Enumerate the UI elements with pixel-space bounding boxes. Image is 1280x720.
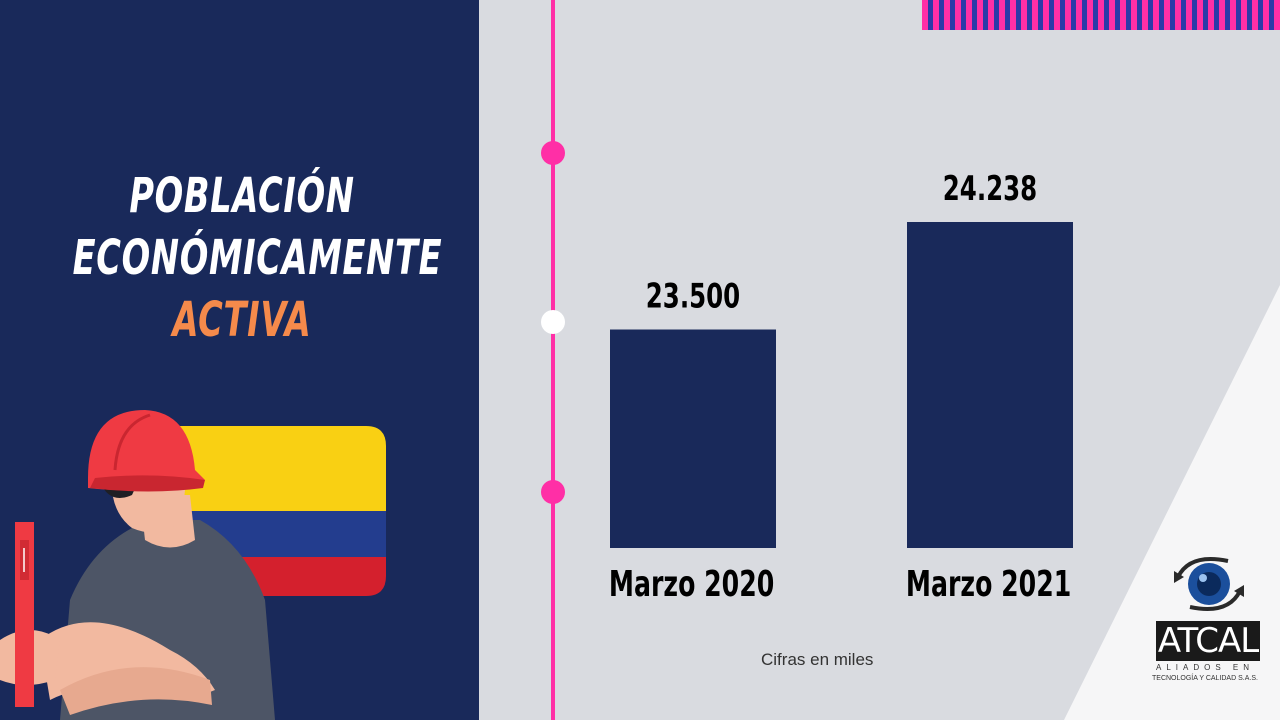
bar (907, 222, 1073, 548)
logo-wordmark: ATCAL (1156, 621, 1260, 661)
category-label: Marzo 2020 (609, 564, 774, 606)
category-label: Marzo 2021 (906, 564, 1071, 606)
logo-tagline-2: TECNOLOGÍA Y CALIDAD S.A.S. (1152, 675, 1258, 682)
worker-flag-illustration (0, 410, 386, 720)
data-label: 23.500 (646, 277, 740, 316)
worker-icon (0, 410, 275, 720)
decorative-stripes (922, 0, 1280, 30)
bar (610, 329, 776, 548)
timeline-dot (541, 310, 565, 334)
bar-chart: 23.500 Marzo 2020 24.238 Marzo 2021 (609, 169, 1073, 606)
chart-note: Cifras en miles (761, 650, 874, 669)
timeline-dot (541, 141, 565, 165)
title-line-3: ACTIVA (172, 292, 312, 348)
chart-panel: 23.500 Marzo 2020 24.238 Marzo 2021 Cifras … (479, 0, 1280, 720)
logo-tagline-1: ALIADOS EN (1156, 663, 1255, 672)
timeline-dot (541, 480, 565, 504)
data-label: 24.238 (943, 169, 1037, 208)
timeline-line (551, 0, 555, 720)
corner-shape (1064, 285, 1280, 720)
title-line-2: ECONÓMICAMENTE (72, 230, 443, 286)
eye-logo-icon (1174, 557, 1244, 611)
title-line-1: POBLACIÓN (129, 168, 355, 224)
left-panel: POBLACIÓN ECONÓMICAMENTE ACTIVA (0, 0, 479, 720)
